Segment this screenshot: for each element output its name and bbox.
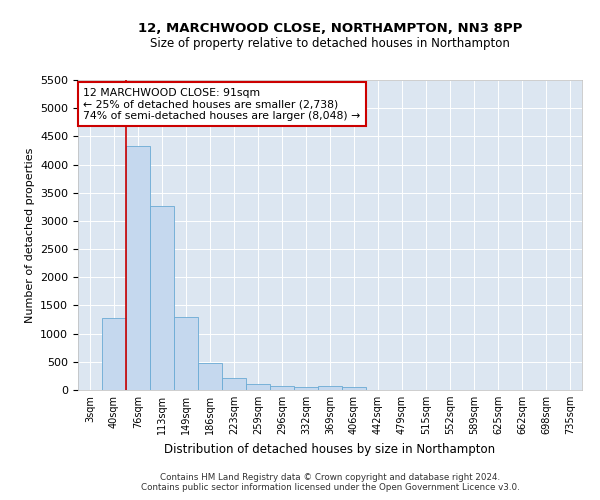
Bar — [222, 378, 246, 390]
Bar — [198, 363, 222, 390]
Bar — [174, 318, 198, 390]
Text: 12 MARCHWOOD CLOSE: 91sqm
← 25% of detached houses are smaller (2,738)
74% of se: 12 MARCHWOOD CLOSE: 91sqm ← 25% of detac… — [83, 88, 360, 121]
Bar — [126, 146, 150, 390]
Bar — [342, 387, 366, 390]
Bar — [246, 384, 270, 390]
Text: 12, MARCHWOOD CLOSE, NORTHAMPTON, NN3 8PP: 12, MARCHWOOD CLOSE, NORTHAMPTON, NN3 8P… — [138, 22, 522, 36]
Text: Size of property relative to detached houses in Northampton: Size of property relative to detached ho… — [150, 38, 510, 51]
Bar — [318, 386, 342, 390]
Bar — [150, 206, 174, 390]
Y-axis label: Number of detached properties: Number of detached properties — [25, 148, 35, 322]
Bar — [102, 318, 126, 390]
Text: Contains public sector information licensed under the Open Government Licence v3: Contains public sector information licen… — [140, 484, 520, 492]
Text: Contains HM Land Registry data © Crown copyright and database right 2024.: Contains HM Land Registry data © Crown c… — [160, 472, 500, 482]
Text: Distribution of detached houses by size in Northampton: Distribution of detached houses by size … — [164, 442, 496, 456]
Bar — [270, 386, 294, 390]
Bar — [294, 387, 318, 390]
